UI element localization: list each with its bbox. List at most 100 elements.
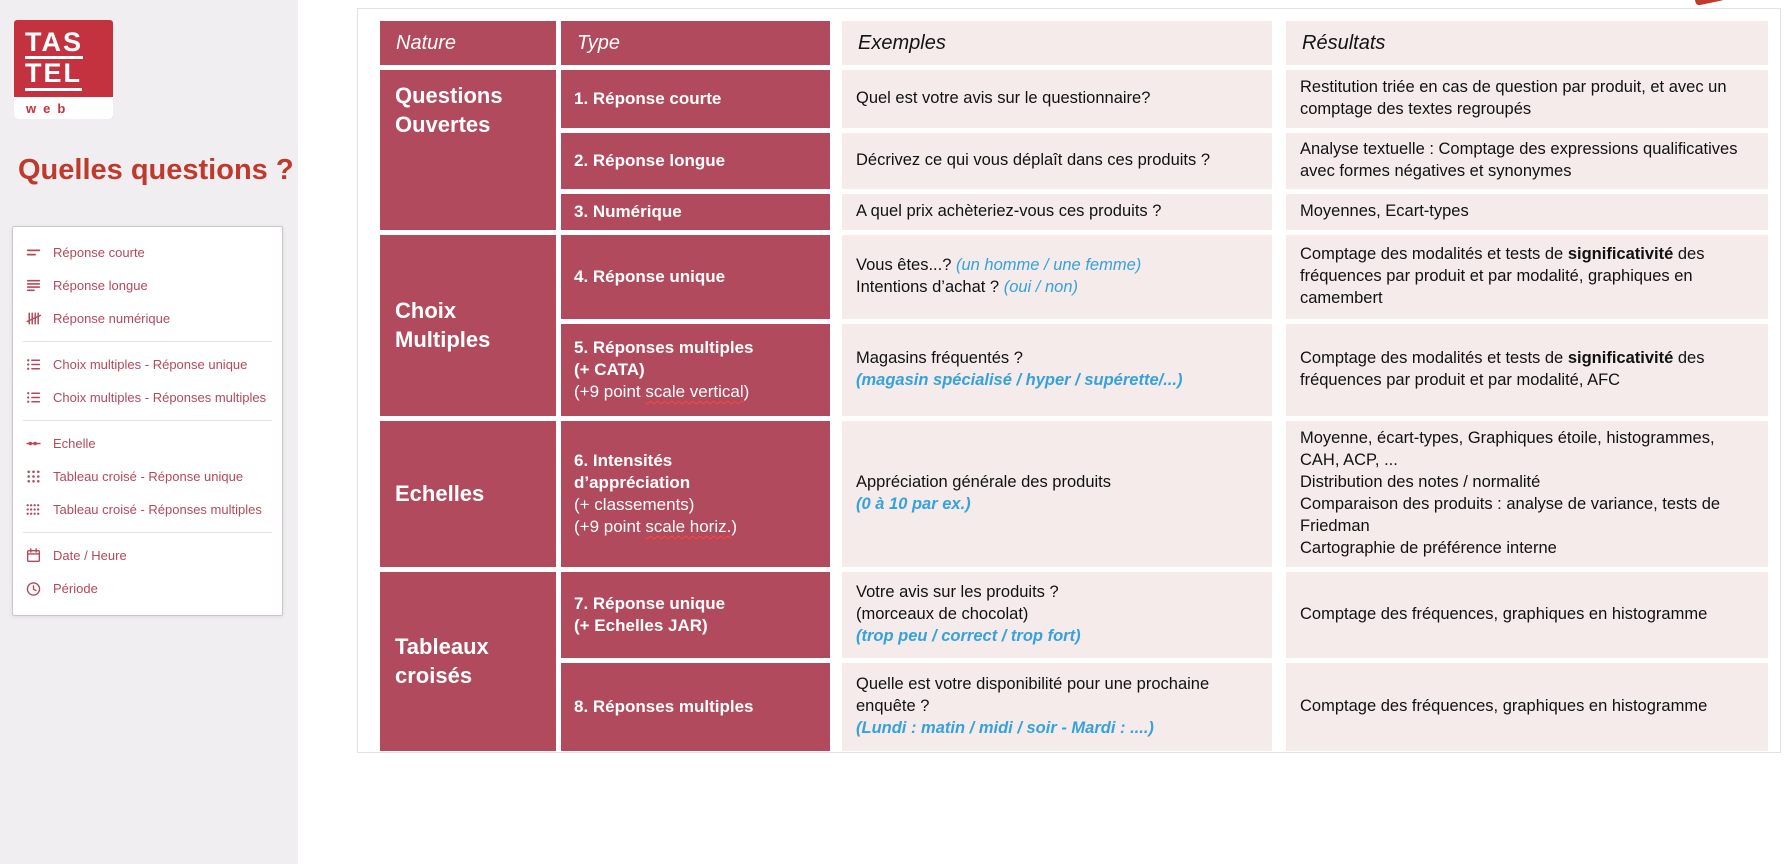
nature-line: Ouvertes [395, 111, 491, 137]
type-text-part: ) [743, 382, 750, 402]
example-line: Intentions d’achat ? (oui / non) [856, 277, 1258, 299]
menu-item-choix-multiples-reponse-unique[interactable]: Choix multiples - Réponse unique [13, 348, 282, 381]
page-title: Quelles questions ? [18, 154, 294, 186]
nature-cell-tableaux-croises: Tableaux croisés [380, 572, 556, 751]
tastel-logo: TAS TEL web [14, 20, 113, 119]
example-answer-options: (un homme / une femme) [956, 256, 1142, 275]
logo-line-1: TAS [25, 28, 83, 60]
short-text-icon [25, 244, 42, 261]
result-text: Moyennes, Ecart-types [1300, 202, 1469, 221]
nature-cell-choix-multiples: Choix Multiples [380, 235, 556, 416]
menu-item-reponse-longue[interactable]: Réponse longue [13, 269, 282, 302]
result-text: Comptage des fréquences, graphiques en h… [1300, 697, 1708, 716]
type-title: 3. Numérique [574, 201, 682, 221]
result-text-part: Comptage des modalités et tests de [1300, 349, 1564, 368]
calendar-icon [25, 547, 42, 564]
result-text: Moyenne, écart-types, Graphiques étoile,… [1300, 429, 1715, 470]
type-subline: (+ Echelles JAR) [574, 616, 708, 635]
type-title: d’appréciation [574, 472, 691, 492]
menu-item-reponse-courte[interactable]: Réponse courte [13, 236, 282, 269]
menu-item-echelle[interactable]: Echelle [13, 427, 282, 460]
resultats-cell-3: Moyennes, Ecart-types [1286, 194, 1768, 230]
exemples-cell-4: Vous êtes...? (un homme / une femme) Int… [842, 235, 1272, 319]
nature-line: Multiples [395, 326, 491, 352]
menu-item-periode[interactable]: Période [13, 572, 282, 605]
numeric-tally-icon [25, 310, 42, 327]
question-types-table-panel: Nature Type Exemples Résultats Questions… [357, 8, 1781, 753]
menu-item-date-heure[interactable]: Date / Heure [13, 539, 282, 572]
result-text: Comparaison des produits : analyse de va… [1300, 495, 1721, 535]
cross-table-multi-icon [25, 501, 42, 518]
long-text-icon [25, 277, 42, 294]
type-cell-3: 3. Numérique [561, 194, 830, 230]
cross-table-single-icon [25, 468, 42, 485]
type-title: 1. Réponse courte [574, 88, 722, 108]
example-text: (morceaux de chocolat) [856, 605, 1029, 624]
header-exemples: Exemples [842, 21, 1272, 65]
exemples-cell-6: Appréciation générale des produits (0 à … [842, 421, 1272, 567]
menu-item-label: Tableau croisé - Réponses multiples [53, 502, 262, 517]
resultats-cell-7: Comptage des fréquences, graphiques en h… [1286, 572, 1768, 658]
menu-item-label: Réponse numérique [53, 311, 171, 326]
exemples-cell-8: Quelle est votre disponibilité pour une … [842, 663, 1272, 751]
result-text: Comptage des modalités et tests de signi… [1300, 244, 1754, 310]
type-title: 2. Réponse longue [574, 150, 726, 170]
logo-line-2: TEL [25, 59, 82, 91]
type-title: 5. Réponses multiples [574, 337, 754, 357]
exemples-cell-3: A quel prix achèteriez-vous ces produits… [842, 194, 1272, 230]
corner-red-decoration [1695, 0, 1726, 6]
menu-item-tableau-croise-reponses-multiples[interactable]: Tableau croisé - Réponses multiples [13, 493, 282, 526]
type-cell-1: 1. Réponse courte [561, 70, 830, 128]
result-text-emphasis: significativité [1567, 245, 1674, 264]
example-answer-options: (oui / non) [1003, 278, 1078, 296]
nature-line: Echelles [395, 480, 485, 506]
menu-item-label: Date / Heure [53, 548, 127, 563]
header-resultats: Résultats [1286, 21, 1768, 65]
resultats-cell-8: Comptage des fréquences, graphiques en h… [1286, 663, 1768, 751]
menu-item-tableau-croise-reponse-unique[interactable]: Tableau croisé - Réponse unique [13, 460, 282, 493]
example-text: Décrivez ce qui vous déplaît dans ces pr… [856, 151, 1211, 170]
header-nature: Nature [380, 21, 556, 65]
result-text-part: Comptage des modalités et tests de [1300, 245, 1564, 264]
menu-item-choix-multiples-reponses-multiples[interactable]: Choix multiples - Réponses multiples [13, 381, 282, 414]
example-answer-options: (0 à 10 par ex.) [856, 495, 971, 513]
result-text: Analyse textuelle : Comptage des express… [1300, 140, 1738, 180]
type-text-part: ) [731, 517, 738, 537]
nature-cell-echelles: Echelles [380, 421, 556, 567]
type-text-part: (+9 point [574, 382, 646, 402]
resultats-cell-5: Comptage des modalités et tests de signi… [1286, 324, 1768, 416]
type-cell-7: 7. Réponse unique (+ Echelles JAR) [561, 572, 830, 658]
type-text-part: (+9 point [574, 517, 646, 537]
resultats-cell-2: Analyse textuelle : Comptage des express… [1286, 133, 1768, 189]
menu-item-label: Réponse courte [53, 245, 145, 260]
result-text: Comptage des fréquences, graphiques en h… [1300, 605, 1708, 624]
example-answer-options: (magasin spécialisé / hyper / supérette/… [856, 371, 1183, 389]
type-text-misspelled: scale horiz. [645, 517, 732, 537]
type-subline: (+ classements) [574, 495, 695, 514]
menu-item-reponse-numerique[interactable]: Réponse numérique [13, 302, 282, 335]
result-text: Distribution des notes / normalité [1300, 473, 1541, 492]
multi-choice-list-icon [25, 389, 42, 406]
example-answer-options: (trop peu / correct / trop fort) [856, 626, 1081, 645]
menu-item-label: Choix multiples - Réponses multiples [53, 390, 267, 405]
nature-cell-questions-ouvertes: Questions Ouvertes [380, 70, 556, 230]
type-text-misspelled: scale vertical [645, 382, 744, 402]
type-title: 8. Réponses multiples [574, 696, 754, 716]
question-types-table: Nature Type Exemples Résultats Questions… [380, 21, 1780, 751]
menu-item-label: Choix multiples - Réponse unique [53, 357, 248, 372]
nature-line: Questions [395, 83, 503, 108]
result-text-part: des fréquences par produit et par modali… [1300, 245, 1705, 307]
type-title: 4. Réponse unique [574, 266, 726, 286]
example-text: Quelle est votre disponibilité pour une … [856, 675, 1210, 716]
exemples-cell-5: Magasins fréquentés ? (magasin spécialis… [842, 324, 1272, 416]
menu-item-label: Réponse longue [53, 278, 148, 293]
nature-line: Tableaux [395, 633, 489, 659]
exemples-cell-2: Décrivez ce qui vous déplaît dans ces pr… [842, 133, 1272, 189]
example-text: Vous êtes...? [856, 256, 952, 275]
result-text: Comptage des modalités et tests de signi… [1300, 348, 1754, 392]
result-text: Restitution triée en cas de question par… [1300, 78, 1727, 118]
type-subline: (+9 point scale horiz.) [574, 516, 820, 538]
sidebar: TAS TEL web Quelles questions ? Réponse … [0, 0, 298, 864]
result-text-part: des fréquences par produit et par modali… [1300, 349, 1705, 389]
menu-divider [23, 420, 272, 421]
